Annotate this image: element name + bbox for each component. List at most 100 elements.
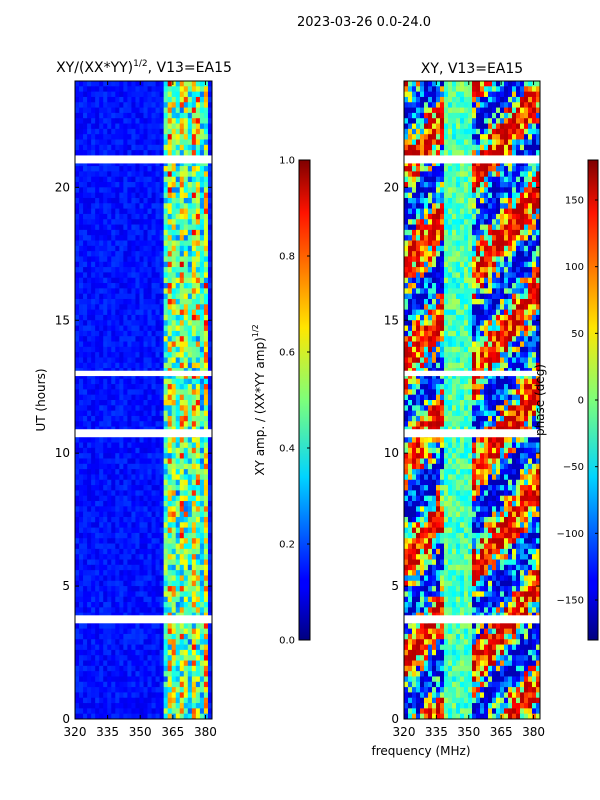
- heatmap-cell: [115, 362, 120, 369]
- heatmap-cell: [207, 112, 213, 119]
- heatmap-cell: [135, 261, 140, 268]
- heatmap-cell: [155, 532, 161, 539]
- heatmap-cell: [83, 384, 88, 390]
- heatmap-cell: [460, 160, 465, 167]
- heatmap-cell: [163, 373, 169, 380]
- heatmap-cell: [107, 118, 112, 124]
- heatmap-cell: [179, 532, 185, 539]
- heatmap-cell: [143, 554, 148, 560]
- heatmap-cell: [187, 245, 193, 252]
- heatmap-cell: [199, 692, 205, 699]
- heatmap-cell: [131, 522, 136, 528]
- heatmap-cell: [123, 665, 128, 672]
- heatmap-cell: [171, 298, 177, 305]
- heatmap-cell: [163, 261, 169, 268]
- heatmap-cell: [520, 102, 525, 108]
- heatmap-cell: [520, 166, 525, 172]
- heatmap-cell: [159, 421, 165, 427]
- heatmap-cell: [135, 644, 140, 651]
- heatmap-cell: [111, 235, 116, 241]
- heatmap-cell: [139, 144, 144, 151]
- heatmap-cell: [520, 187, 525, 194]
- heatmap-cell: [195, 708, 201, 715]
- heatmap-cell: [107, 134, 112, 140]
- heatmap-cell: [175, 118, 181, 124]
- heatmap-cell: [135, 602, 140, 608]
- heatmap-cell: [468, 91, 473, 98]
- heatmap-cell: [95, 336, 100, 342]
- heatmap-cell: [199, 554, 205, 560]
- heatmap-cell: [75, 245, 80, 252]
- heatmap-cell: [91, 314, 96, 321]
- heatmap-cell: [151, 703, 156, 709]
- heatmap-cell: [151, 532, 156, 539]
- heatmap-cell: [143, 112, 148, 119]
- heatmap-cell: [520, 197, 525, 204]
- heatmap-cell: [155, 708, 161, 715]
- heatmap-cell: [139, 501, 144, 507]
- heatmap-cell: [163, 559, 169, 566]
- heatmap-cell: [183, 415, 189, 422]
- heatmap-cell: [203, 633, 209, 640]
- heatmap-cell: [203, 516, 209, 523]
- heatmap-cell: [167, 522, 173, 528]
- heatmap-cell: [448, 102, 453, 108]
- heatmap-cell: [99, 112, 104, 119]
- heatmap-cell: [139, 458, 144, 465]
- heatmap-cell: [179, 277, 185, 284]
- heatmap-cell: [183, 160, 189, 167]
- heatmap-cell: [147, 219, 152, 225]
- heatmap-cell: [452, 144, 457, 151]
- heatmap-cell: [95, 362, 100, 369]
- heatmap-cell: [432, 182, 437, 188]
- heatmap-cell: [496, 96, 501, 103]
- heatmap-cell: [139, 447, 144, 454]
- heatmap-cell: [504, 192, 509, 199]
- heatmap-cell: [143, 516, 148, 523]
- heatmap-cell: [147, 139, 152, 146]
- heatmap-cell: [175, 644, 181, 651]
- heatmap-cell: [175, 538, 181, 544]
- heatmap-cell: [103, 256, 108, 263]
- heatmap-cell: [155, 378, 161, 385]
- heatmap-cell: [115, 633, 120, 640]
- heatmap-cell: [143, 320, 148, 326]
- heatmap-cell: [127, 415, 132, 422]
- heatmap-cell: [131, 176, 136, 183]
- heatmap-cell: [432, 118, 437, 124]
- heatmap-cell: [175, 697, 181, 704]
- heatmap-cell: [167, 703, 173, 709]
- heatmap-cell: [135, 495, 140, 502]
- heatmap-cell: [111, 639, 116, 645]
- heatmap-cell: [452, 123, 457, 130]
- heatmap-cell: [191, 293, 197, 300]
- heatmap-cell: [179, 293, 185, 300]
- heatmap-cell: [75, 394, 80, 401]
- heatmap-cell: [404, 86, 409, 93]
- heatmap-cell: [163, 708, 169, 715]
- heatmap-cell: [203, 256, 209, 263]
- heatmap-cell: [139, 187, 144, 194]
- heatmap-cell: [428, 182, 433, 188]
- heatmap-cell: [171, 128, 177, 135]
- heatmap-cell: [75, 314, 80, 321]
- heatmap-cell: [484, 81, 489, 87]
- heatmap-cell: [83, 447, 88, 454]
- heatmap-cell: [179, 245, 185, 252]
- heatmap-cell: [123, 384, 128, 390]
- heatmap-cell: [123, 676, 128, 683]
- heatmap-cell: [155, 277, 161, 284]
- heatmap-cell: [187, 559, 193, 566]
- heatmap-cell: [135, 373, 140, 380]
- heatmap-cell: [468, 86, 473, 93]
- heatmap-cell: [532, 171, 537, 178]
- heatmap-cell: [119, 224, 124, 231]
- heatmap-cell: [155, 96, 161, 103]
- heatmap-cell: [175, 245, 181, 252]
- heatmap-cell: [119, 283, 124, 289]
- heatmap-cell: [79, 633, 84, 640]
- heatmap-cell: [179, 400, 185, 406]
- heatmap-cell: [111, 325, 116, 332]
- heatmap-cell: [179, 139, 185, 146]
- heatmap-cell: [107, 639, 112, 645]
